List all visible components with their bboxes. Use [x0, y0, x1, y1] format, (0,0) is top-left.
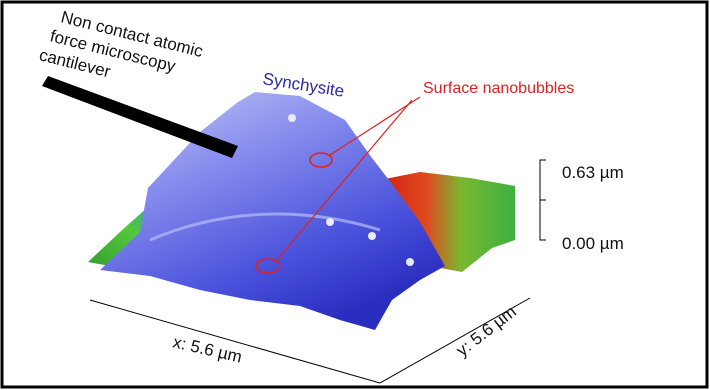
bump: [326, 218, 334, 226]
bump: [406, 258, 414, 266]
bubbles-label: Surface nanobubbles: [423, 80, 574, 97]
bump: [288, 114, 296, 122]
z-top-label: 0.63 µm: [562, 163, 624, 182]
z-bottom-label: 0.00 µm: [562, 234, 624, 253]
bump: [368, 232, 376, 240]
figure: Non contact atomic force microscopy cant…: [0, 0, 710, 390]
